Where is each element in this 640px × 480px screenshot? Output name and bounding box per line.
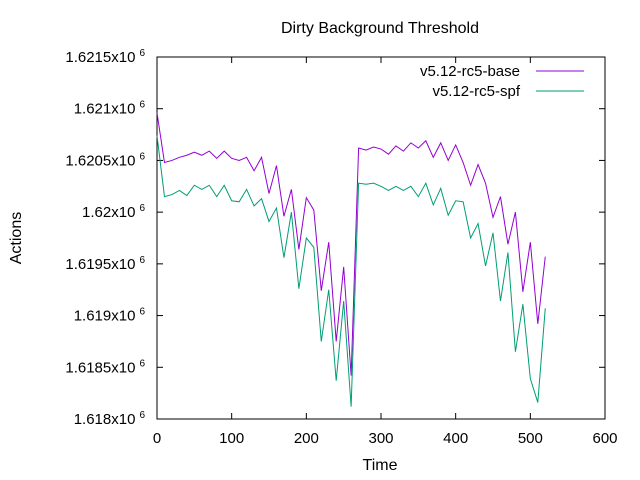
legend: v5.12-rc5-base v5.12-rc5-spf <box>420 63 584 100</box>
x-tick-label: 500 <box>518 430 543 447</box>
y-tick-label: 1.621x10 6 <box>74 100 146 118</box>
legend-label: v5.12-rc5-base <box>420 63 520 80</box>
legend-label: v5.12-rc5-spf <box>432 83 520 100</box>
series-line-0 <box>156 112 546 376</box>
y-tick-label: 1.618x10 6 <box>74 410 146 428</box>
x-tick-label: 600 <box>592 430 617 447</box>
y-tick-label: 1.6195x10 6 <box>65 255 145 273</box>
y-tick-label: 1.6185x10 6 <box>65 358 145 376</box>
series-layer <box>156 112 546 407</box>
x-tick-label: 300 <box>368 430 393 447</box>
y-axis: 1.618x10 6 1.6185x10 6 1.619x10 6 1.6195x10 6 1.… <box>65 48 605 428</box>
x-tick-label: 100 <box>219 430 244 447</box>
x-tick-label: 400 <box>443 430 468 447</box>
x-axis: 0 100 200 300 400 500 600 <box>153 57 618 447</box>
series-line-1 <box>156 135 546 407</box>
y-tick-label: 1.619x10 6 <box>74 307 146 325</box>
y-tick-label: 1.6215x10 6 <box>65 48 145 66</box>
y-tick-label: 1.62x10 6 <box>82 203 145 221</box>
y-tick-label: 1.6205x10 6 <box>65 151 145 169</box>
x-tick-label: 0 <box>153 430 161 447</box>
x-tick-label: 200 <box>294 430 319 447</box>
chart-title: Dirty Background Threshold <box>281 20 479 37</box>
x-axis-label: Time <box>363 457 398 474</box>
y-axis-label: Actions <box>8 212 25 264</box>
